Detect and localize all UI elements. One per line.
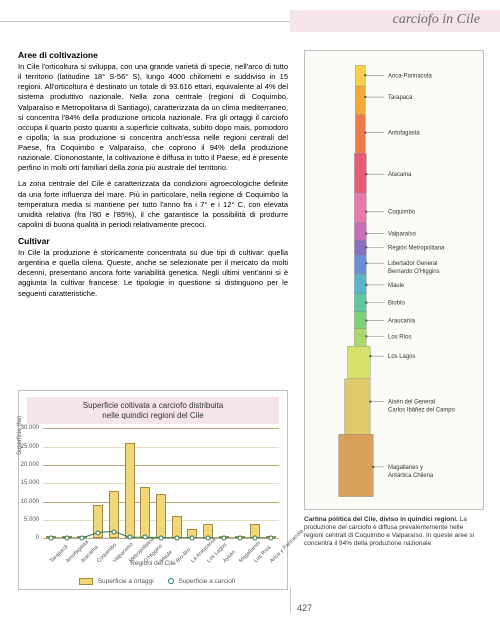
map-region — [354, 153, 366, 193]
chart-line-marker — [159, 535, 164, 540]
map-region-label: Aisén del General — [388, 400, 435, 406]
chart-y-tick: 25.000 — [19, 444, 39, 450]
chart-y-tick: 10.000 — [19, 499, 39, 505]
map-region-label: Valparaíso — [388, 231, 417, 237]
chart-line-layer — [43, 428, 279, 538]
chile-map: Arica-Parinacota Tarapacá Antofagasta Ataca… — [304, 50, 484, 510]
map-region-label: Los Lagos — [388, 354, 415, 360]
chart-y-tick: 15.000 — [19, 480, 39, 486]
chart-x-label: Regioni del Cile — [19, 560, 287, 567]
map-region-label: Araucanía — [388, 319, 416, 325]
chart-title-l1: Superficie coltivata a carciofo distribu… — [83, 401, 224, 410]
page-number: 427 — [297, 603, 312, 613]
map-region — [355, 65, 365, 86]
chart-line-marker — [190, 535, 195, 540]
legend-label-bars: Superficie a ortaggi — [98, 578, 154, 585]
map-region-label: Región Metropolitana — [388, 245, 445, 251]
map-region-label: Coquimbo — [388, 210, 416, 216]
chart-y-tick: 20.000 — [19, 462, 39, 468]
chart-line-marker — [174, 535, 179, 540]
chart-line-marker — [221, 536, 226, 541]
header-title: carciofo in Cile — [393, 12, 480, 28]
map-region-label: Carlos Ibáñez del Campo — [388, 408, 456, 414]
map-region-label: Maule — [388, 283, 405, 289]
page-header: carciofo in Cile — [0, 10, 500, 32]
legend-swatch-bars — [79, 578, 93, 585]
map-region — [354, 274, 366, 294]
map-region — [354, 240, 366, 255]
chart-line-marker — [237, 536, 242, 541]
map-caption: Cartina politica del Cile, diviso in qui… — [304, 516, 484, 549]
chart-line-marker — [111, 529, 116, 534]
map-region — [354, 312, 366, 329]
map-region — [348, 346, 371, 379]
chart-y-tick: 0 — [19, 535, 39, 541]
map-region-label: Arica-Parinacota — [388, 73, 432, 79]
page-number-rule — [290, 587, 291, 613]
map-region-label: Bernardo O'Higgins — [388, 269, 440, 275]
legend-label-line: Superficie a carciofi — [178, 578, 235, 585]
paragraph-2: La zona centrale del Cile è caratterizza… — [18, 179, 288, 230]
main-text-column: Aree di coltivazione In Cile l'orticoltu… — [18, 50, 288, 305]
map-region — [355, 86, 365, 115]
map-region-label: Biobío — [388, 301, 405, 307]
map-region-label: Libertador General — [388, 261, 437, 267]
map-region — [354, 223, 366, 241]
map-region — [345, 379, 371, 434]
chart-line-marker — [64, 536, 69, 541]
chart-line-marker — [96, 530, 101, 535]
heading-areas: Aree di coltivazione — [18, 50, 288, 60]
chart-line-marker — [48, 536, 53, 541]
map-region — [339, 434, 374, 496]
map-region — [354, 193, 366, 223]
map-region — [354, 294, 366, 312]
map-region — [354, 328, 366, 346]
map-region-label: Magallanes y — [388, 465, 423, 471]
map-region — [355, 115, 365, 154]
map-region-label: Los Ríos — [388, 334, 411, 340]
map-region-label: Antártica Chilena — [388, 473, 434, 479]
chart-line-marker — [127, 535, 132, 540]
chile-map-svg: Arica-Parinacota Tarapacá Antofagasta Ataca… — [305, 51, 483, 509]
heading-cultivar: Cultivar — [18, 236, 288, 246]
paragraph-3: In Cile la produzione è storicamente con… — [18, 248, 288, 299]
chart-line-marker — [269, 536, 274, 541]
map-region-label: Atacama — [388, 172, 412, 178]
chart-y-tick: 5.000 — [19, 517, 39, 523]
map-region-label: Tarapacá — [388, 95, 413, 101]
chart-title-l2: nelle quindici regioni del Cile — [102, 411, 203, 420]
chart-title: Superficie coltivata a carciofo distribu… — [27, 397, 279, 424]
legend-marker-line — [168, 578, 174, 584]
map-region — [354, 255, 366, 274]
map-caption-bold: Cartina politica del Cile, diviso in qui… — [304, 516, 458, 523]
chart-plot-area: 05.00010.00015.00020.00025.00030.000Tara… — [43, 428, 279, 538]
chart-legend: Superficie a ortaggi Superficie a carcio… — [19, 578, 287, 585]
chart-y-tick: 30.000 — [19, 425, 39, 431]
surface-chart: Superficie coltivata a carciofo distribu… — [18, 390, 288, 590]
map-region-label: Antofagasta — [388, 131, 420, 137]
paragraph-1: In Cile l'orticoltura si sviluppa, con u… — [18, 62, 288, 173]
header-rule — [0, 21, 290, 22]
